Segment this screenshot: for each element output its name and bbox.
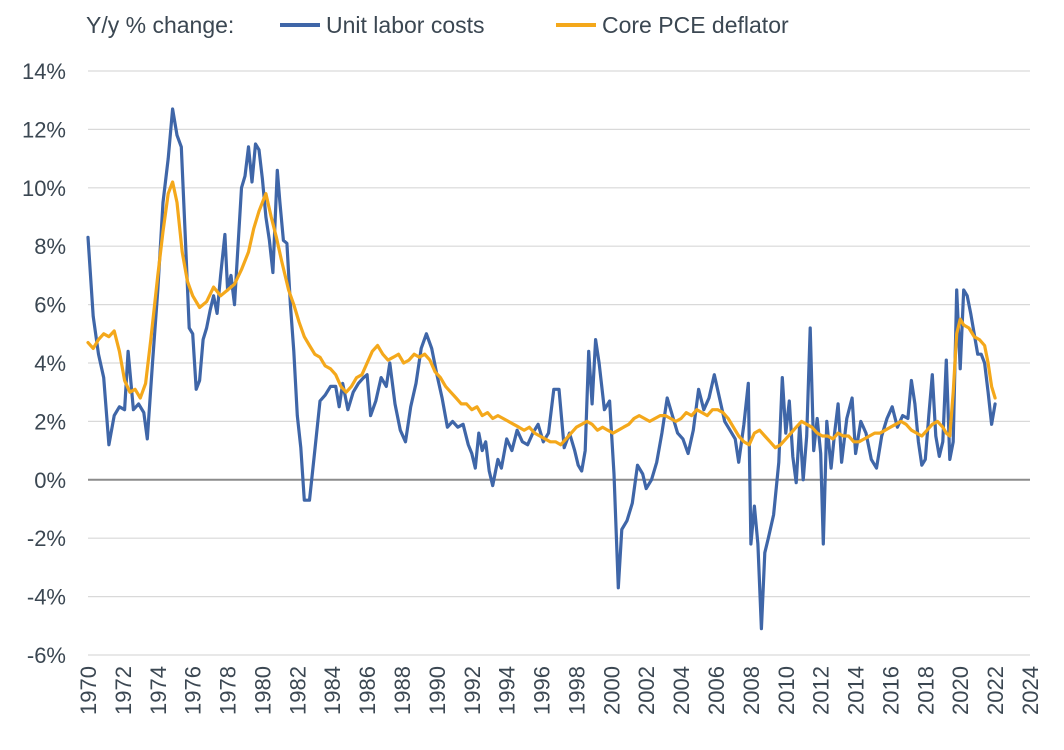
x-tick-label: 1982	[285, 666, 310, 715]
y-tick-label: 10%	[22, 176, 66, 201]
x-tick-label: 1978	[216, 666, 241, 715]
y-tick-label: -6%	[27, 643, 66, 668]
series-line-unit-labor-costs	[86, 107, 997, 631]
legend-label-pce: Core PCE deflator	[602, 12, 789, 38]
x-tick-label: 1992	[460, 666, 485, 715]
y-tick-label: -2%	[27, 526, 66, 551]
x-tick-label: 2016	[878, 666, 903, 715]
legend-prefix: Y/y % change:	[86, 12, 234, 38]
series-line-core-pce-deflator	[86, 180, 997, 450]
y-tick-label: 6%	[34, 293, 66, 318]
x-tick-label: 1974	[146, 666, 171, 715]
y-tick-label: -4%	[27, 585, 66, 610]
x-tick-label: 1980	[250, 666, 275, 715]
x-tick-label: 1996	[530, 666, 555, 715]
y-tick-label: 14%	[22, 59, 66, 84]
x-tick-label: 1972	[111, 666, 136, 715]
y-tick-label: 12%	[22, 117, 66, 142]
y-tick-label: 2%	[34, 409, 66, 434]
x-tick-label: 1976	[181, 666, 206, 715]
y-axis-ticks: 14% 12% 10% 8% 6% 4% 2% 0% -2% -4% -6%	[22, 59, 66, 668]
x-tick-label: 1984	[320, 666, 345, 715]
x-tick-label: 1998	[564, 666, 589, 715]
legend-label-ulc: Unit labor costs	[326, 12, 485, 38]
x-tick-label: 1994	[495, 666, 520, 715]
x-tick-label: 1990	[425, 666, 450, 715]
gridlines	[88, 70, 1030, 656]
y-tick-label: 0%	[34, 468, 66, 493]
x-tick-label: 2006	[704, 666, 729, 715]
x-tick-label: 2012	[809, 666, 834, 715]
x-axis-ticks: 1970 1972 1974 1976 1978 1980 1982 1984 1986 1988…	[76, 666, 1043, 715]
series-lines	[86, 107, 997, 631]
x-tick-label: 2020	[948, 666, 973, 715]
x-tick-label: 2008	[739, 666, 764, 715]
y-tick-label: 4%	[34, 351, 66, 376]
x-tick-label: 2022	[983, 666, 1008, 715]
x-tick-label: 2018	[913, 666, 938, 715]
x-tick-label: 2002	[634, 666, 659, 715]
legend: Y/y % change: Unit labor costs Core PCE …	[86, 12, 789, 38]
x-tick-label: 1986	[355, 666, 380, 715]
x-tick-label: 2014	[844, 666, 869, 715]
x-tick-label: 2010	[774, 666, 799, 715]
x-tick-label: 2000	[599, 666, 624, 715]
x-tick-label: 1988	[390, 666, 415, 715]
y-tick-label: 8%	[34, 234, 66, 259]
x-tick-label: 2004	[669, 666, 694, 715]
x-tick-label: 2024	[1018, 666, 1043, 715]
x-tick-label: 1970	[76, 666, 101, 715]
